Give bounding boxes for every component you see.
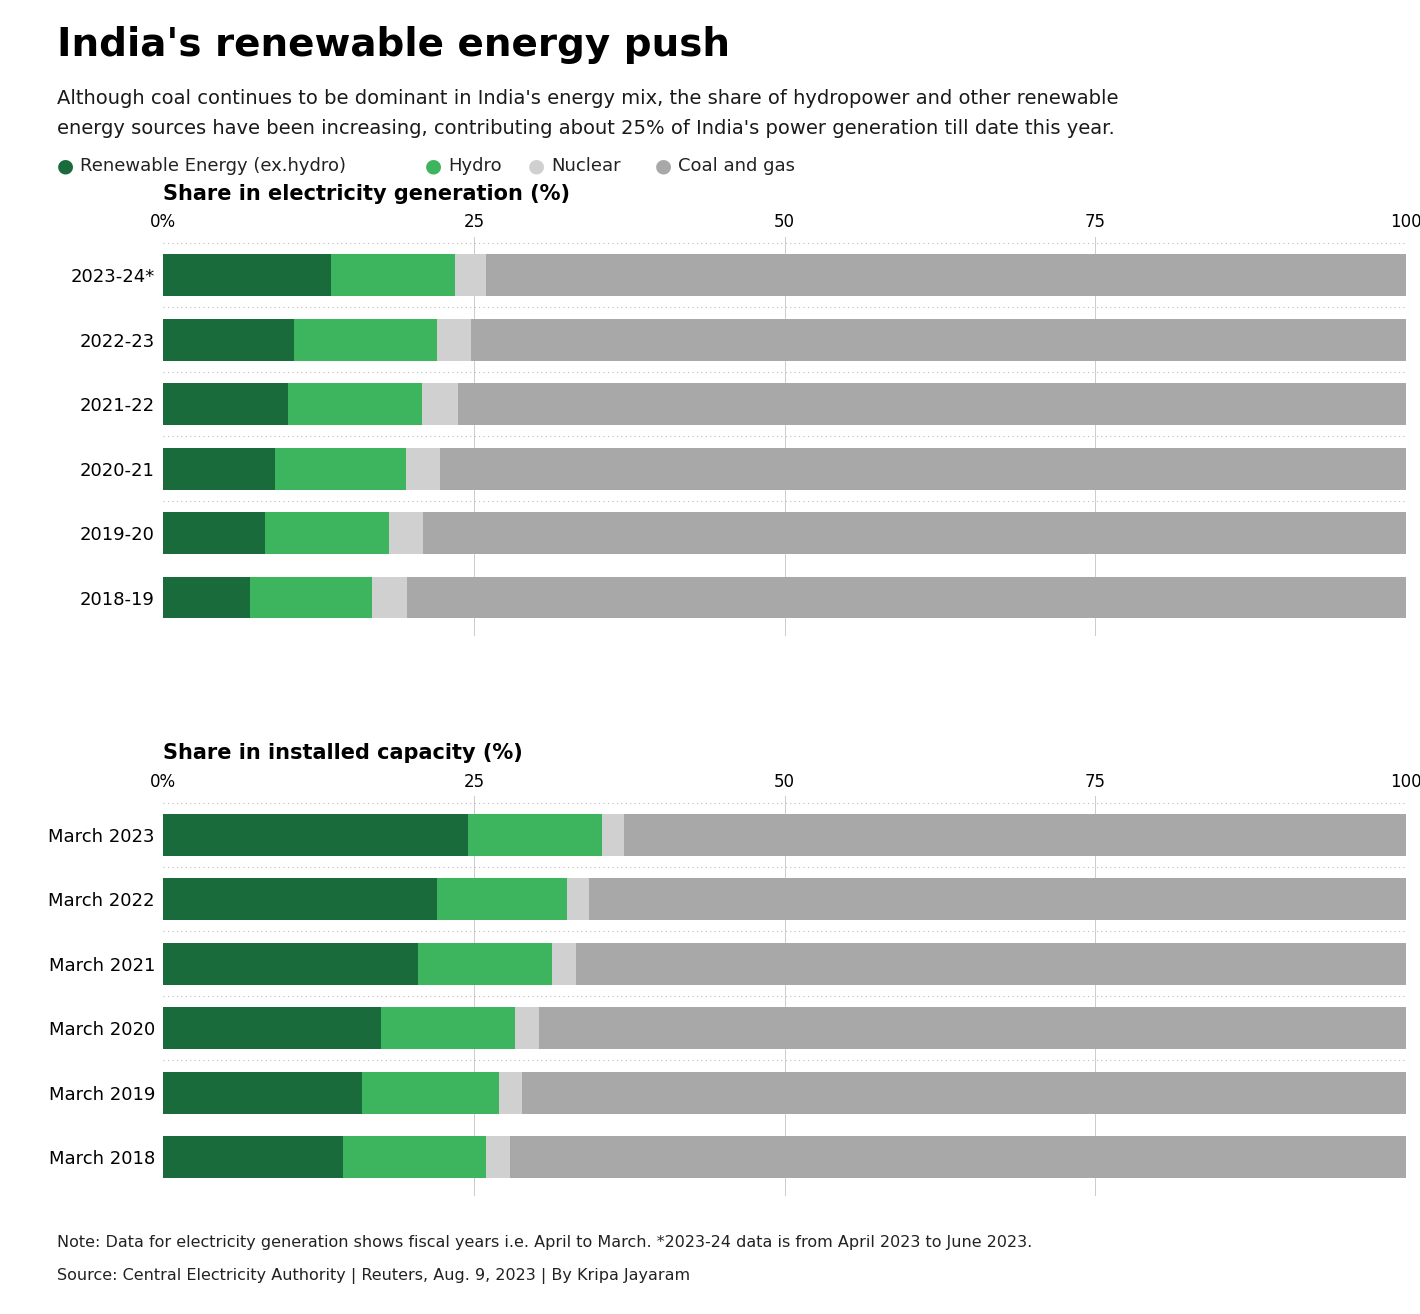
Bar bbox=[275, 448, 406, 490]
Bar bbox=[552, 942, 577, 984]
Bar bbox=[471, 319, 1406, 360]
Bar bbox=[423, 512, 1406, 555]
Bar bbox=[163, 512, 266, 555]
Text: Source: Central Electricity Authority | Reuters, Aug. 9, 2023 | By Kripa Jayaram: Source: Central Electricity Authority | … bbox=[57, 1268, 690, 1284]
Bar bbox=[163, 878, 437, 920]
Bar bbox=[266, 512, 389, 555]
Text: Note: Data for electricity generation shows fiscal years i.e. April to March. *2: Note: Data for electricity generation sh… bbox=[57, 1235, 1032, 1250]
Bar bbox=[362, 1072, 498, 1113]
Bar bbox=[163, 577, 250, 619]
Text: Nuclear: Nuclear bbox=[551, 156, 621, 175]
Bar bbox=[486, 254, 1406, 296]
Bar bbox=[163, 384, 287, 424]
Bar bbox=[437, 878, 567, 920]
Text: Coal and gas: Coal and gas bbox=[679, 156, 795, 175]
Text: India's renewable energy push: India's renewable energy push bbox=[57, 26, 730, 64]
Text: ●: ● bbox=[528, 156, 545, 175]
Bar bbox=[406, 448, 440, 490]
Bar bbox=[163, 319, 294, 360]
Text: ●: ● bbox=[426, 156, 442, 175]
Text: Share in electricity generation (%): Share in electricity generation (%) bbox=[163, 184, 571, 204]
Bar bbox=[538, 1008, 1406, 1049]
Bar bbox=[163, 813, 467, 855]
Bar bbox=[422, 384, 457, 424]
Bar bbox=[389, 512, 423, 555]
Bar bbox=[250, 577, 372, 619]
Bar bbox=[437, 319, 471, 360]
Bar bbox=[344, 1137, 486, 1179]
Bar bbox=[567, 878, 589, 920]
Bar bbox=[417, 942, 552, 984]
Bar bbox=[163, 942, 417, 984]
Bar bbox=[456, 254, 486, 296]
Text: Renewable Energy (ex.hydro): Renewable Energy (ex.hydro) bbox=[80, 156, 345, 175]
Text: Although coal continues to be dominant in India's energy mix, the share of hydro: Although coal continues to be dominant i… bbox=[57, 89, 1119, 138]
Text: ●: ● bbox=[656, 156, 672, 175]
Bar bbox=[408, 577, 1406, 619]
Bar bbox=[602, 813, 625, 855]
Bar bbox=[467, 813, 602, 855]
Text: Hydro: Hydro bbox=[449, 156, 501, 175]
Bar bbox=[287, 384, 422, 424]
Bar bbox=[163, 1072, 362, 1113]
Bar bbox=[163, 1137, 344, 1179]
Bar bbox=[331, 254, 456, 296]
Bar bbox=[163, 254, 331, 296]
Bar bbox=[381, 1008, 515, 1049]
Bar bbox=[589, 878, 1406, 920]
Bar bbox=[498, 1072, 523, 1113]
Bar bbox=[510, 1137, 1406, 1179]
Bar bbox=[372, 577, 408, 619]
Bar bbox=[523, 1072, 1406, 1113]
Bar bbox=[457, 384, 1406, 424]
Bar bbox=[163, 1008, 381, 1049]
Text: Share in installed capacity (%): Share in installed capacity (%) bbox=[163, 744, 523, 763]
Bar bbox=[486, 1137, 510, 1179]
Bar bbox=[163, 448, 275, 490]
Bar bbox=[625, 813, 1406, 855]
Bar bbox=[294, 319, 437, 360]
Text: ●: ● bbox=[57, 156, 74, 175]
Bar bbox=[440, 448, 1406, 490]
Bar bbox=[577, 942, 1406, 984]
Bar bbox=[515, 1008, 538, 1049]
